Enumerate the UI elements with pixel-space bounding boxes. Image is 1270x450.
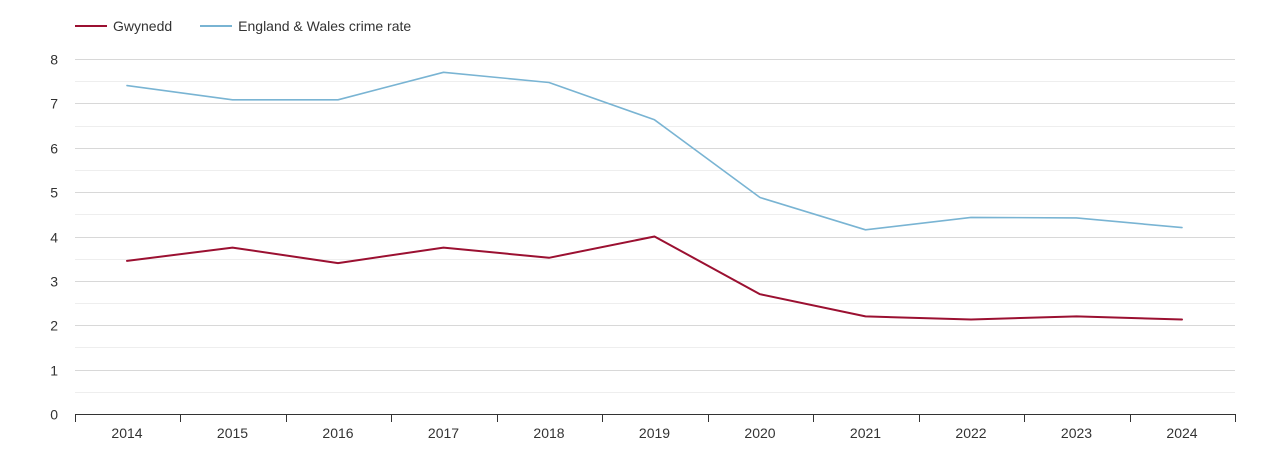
data-point-england-wales-2017 — [441, 69, 447, 75]
y-tick-label: 0 — [50, 407, 58, 423]
gridlines — [75, 59, 1235, 393]
y-tick-label: 8 — [50, 52, 58, 68]
series-line-gwynedd — [126, 235, 1183, 321]
data-point-gwynedd-2023 — [1074, 313, 1080, 319]
legend-swatch-england-wales — [200, 25, 233, 27]
series-lines — [124, 69, 1185, 322]
data-point-england-wales-2014 — [124, 83, 130, 89]
data-point-england-wales-2024 — [1179, 225, 1185, 231]
y-tick-label: 1 — [50, 363, 58, 379]
data-point-england-wales-2015 — [230, 97, 236, 103]
legend-label-england-wales: England & Wales crime rate — [238, 18, 412, 34]
data-point-england-wales-2021 — [863, 227, 869, 233]
data-point-gwynedd-2020 — [757, 291, 763, 297]
data-point-gwynedd-2022 — [968, 316, 974, 322]
x-tick-label: 2024 — [1166, 425, 1197, 441]
legend: Gwynedd England & Wales crime rate — [75, 14, 439, 38]
data-point-gwynedd-2021 — [863, 313, 869, 319]
data-point-england-wales-2022 — [968, 214, 974, 220]
y-tick-label: 3 — [50, 274, 58, 290]
x-axis: 2014 2015 2016 2017 2018 2019 2020 2021 2022 2023… — [75, 414, 1236, 441]
data-point-england-wales-2016 — [335, 97, 341, 103]
x-tick-label: 2023 — [1061, 425, 1092, 441]
y-tick-label: 7 — [50, 96, 58, 112]
x-tick-label: 2021 — [850, 425, 881, 441]
data-point-gwynedd-2019 — [652, 234, 658, 240]
data-point-england-wales-2023 — [1074, 215, 1080, 221]
x-tick-label: 2014 — [111, 425, 142, 441]
data-point-gwynedd-2014 — [124, 258, 130, 264]
y-tick-label: 4 — [50, 230, 58, 246]
legend-item-gwynedd[interactable]: Gwynedd — [75, 18, 172, 34]
legend-label-gwynedd: Gwynedd — [113, 18, 173, 34]
data-point-gwynedd-2017 — [441, 245, 447, 251]
x-tick-label: 2022 — [955, 425, 986, 441]
x-tick-label: 2018 — [533, 425, 564, 441]
y-tick-label: 2 — [50, 318, 58, 334]
x-tick-label: 2017 — [428, 425, 459, 441]
data-point-gwynedd-2015 — [230, 245, 236, 251]
data-point-gwynedd-2016 — [335, 260, 341, 266]
data-point-england-wales-2019 — [652, 117, 658, 123]
x-tick-label: 2020 — [744, 425, 775, 441]
legend-swatch-gwynedd — [75, 25, 107, 27]
legend-item-england-wales[interactable]: England & Wales crime rate — [200, 18, 411, 34]
series-line-england-wales — [126, 71, 1183, 231]
y-tick-label: 5 — [50, 185, 58, 201]
data-point-england-wales-2018 — [546, 80, 552, 86]
data-point-gwynedd-2018 — [546, 255, 552, 261]
x-tick-label: 2016 — [322, 425, 353, 441]
x-tick-label: 2019 — [639, 425, 670, 441]
x-tick-label: 2015 — [217, 425, 248, 441]
y-axis: 0 1 2 3 4 5 6 7 8 — [50, 52, 58, 423]
data-point-england-wales-2020 — [757, 194, 763, 200]
data-point-gwynedd-2024 — [1179, 316, 1185, 322]
y-tick-label: 6 — [50, 141, 58, 157]
